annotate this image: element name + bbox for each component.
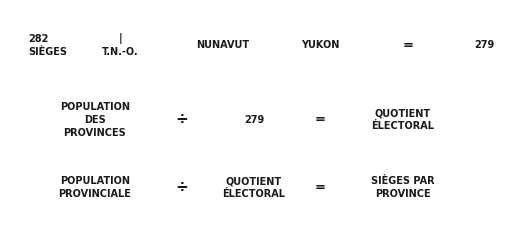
- Text: YUKON: YUKON: [302, 40, 340, 50]
- Text: =: =: [402, 38, 413, 52]
- Text: QUOTIENT
ÉLECTORAL: QUOTIENT ÉLECTORAL: [371, 108, 434, 130]
- Text: NUNAVUT: NUNAVUT: [196, 40, 250, 50]
- Text: QUOTIENT
ÉLECTORAL: QUOTIENT ÉLECTORAL: [223, 176, 285, 198]
- Text: POPULATION
DES
PROVINCES: POPULATION DES PROVINCES: [60, 101, 130, 137]
- Text: POPULATION
PROVINCIALE: POPULATION PROVINCIALE: [58, 176, 131, 198]
- Text: ÷: ÷: [176, 112, 188, 127]
- Text: =: =: [315, 180, 326, 193]
- Text: 279: 279: [244, 114, 264, 124]
- Text: 282
SIÈGES: 282 SIÈGES: [28, 34, 67, 56]
- Text: |
T.N.-O.: | T.N.-O.: [102, 33, 139, 57]
- Text: =: =: [315, 113, 326, 126]
- Text: ÷: ÷: [176, 179, 188, 194]
- Text: 279: 279: [475, 40, 495, 50]
- Text: SIÈGES PAR
PROVINCE: SIÈGES PAR PROVINCE: [371, 176, 435, 198]
